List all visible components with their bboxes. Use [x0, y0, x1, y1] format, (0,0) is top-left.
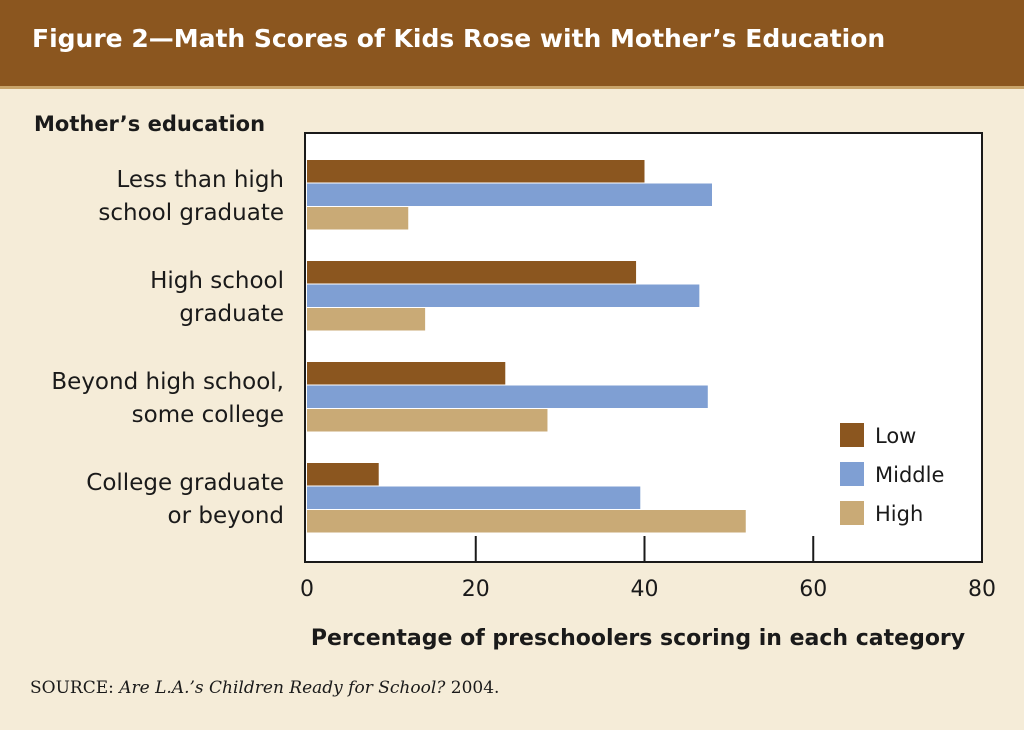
category-label: Less than high — [116, 167, 284, 193]
category-label: some college — [132, 402, 284, 428]
x-tick-label: 40 — [631, 577, 659, 602]
bar-middle-2 — [307, 385, 708, 408]
legend-label-high: High — [875, 502, 923, 526]
x-axis-title: Percentage of preschoolers scoring in ea… — [311, 626, 965, 651]
legend-swatch-low — [840, 423, 864, 447]
x-tick-label: 20 — [462, 577, 490, 602]
x-tick-label: 0 — [300, 577, 314, 602]
chart-title: Figure 2—Math Scores of Kids Rose with M… — [32, 24, 886, 53]
category-label: graduate — [179, 301, 284, 327]
legend-label-middle: Middle — [875, 463, 944, 487]
legend-label-low: Low — [875, 424, 916, 448]
bar-low-3 — [307, 463, 379, 486]
source-title: Are L.A.’s Children Ready for School? — [119, 678, 446, 698]
category-label: or beyond — [168, 503, 284, 529]
bar-low-1 — [307, 261, 637, 284]
category-label: Beyond high school, — [51, 369, 284, 395]
y-axis-title: Mother’s education — [34, 112, 266, 136]
bar-high-1 — [307, 308, 426, 331]
category-label: High school — [150, 268, 284, 294]
header-bar: Figure 2—Math Scores of Kids Rose with M… — [0, 0, 1024, 89]
bar-middle-0 — [307, 183, 712, 206]
legend-swatch-middle — [840, 462, 864, 486]
bar-high-2 — [307, 409, 548, 432]
source-prefix: SOURCE: — [30, 678, 120, 698]
bar-low-2 — [307, 362, 506, 385]
source-note: SOURCE: Are L.A.’s Children Ready for Sc… — [30, 678, 499, 698]
category-label: College graduate — [86, 470, 284, 496]
source-year: 2004. — [445, 678, 500, 698]
bar-middle-1 — [307, 284, 700, 307]
bar-high-3 — [307, 510, 746, 533]
x-tick-label: 60 — [799, 577, 827, 602]
bar-middle-3 — [307, 486, 641, 509]
category-label: school graduate — [98, 200, 284, 226]
x-tick-label: 80 — [968, 577, 996, 602]
bar-low-0 — [307, 160, 645, 183]
bar-high-0 — [307, 207, 409, 230]
legend-swatch-high — [840, 501, 864, 525]
